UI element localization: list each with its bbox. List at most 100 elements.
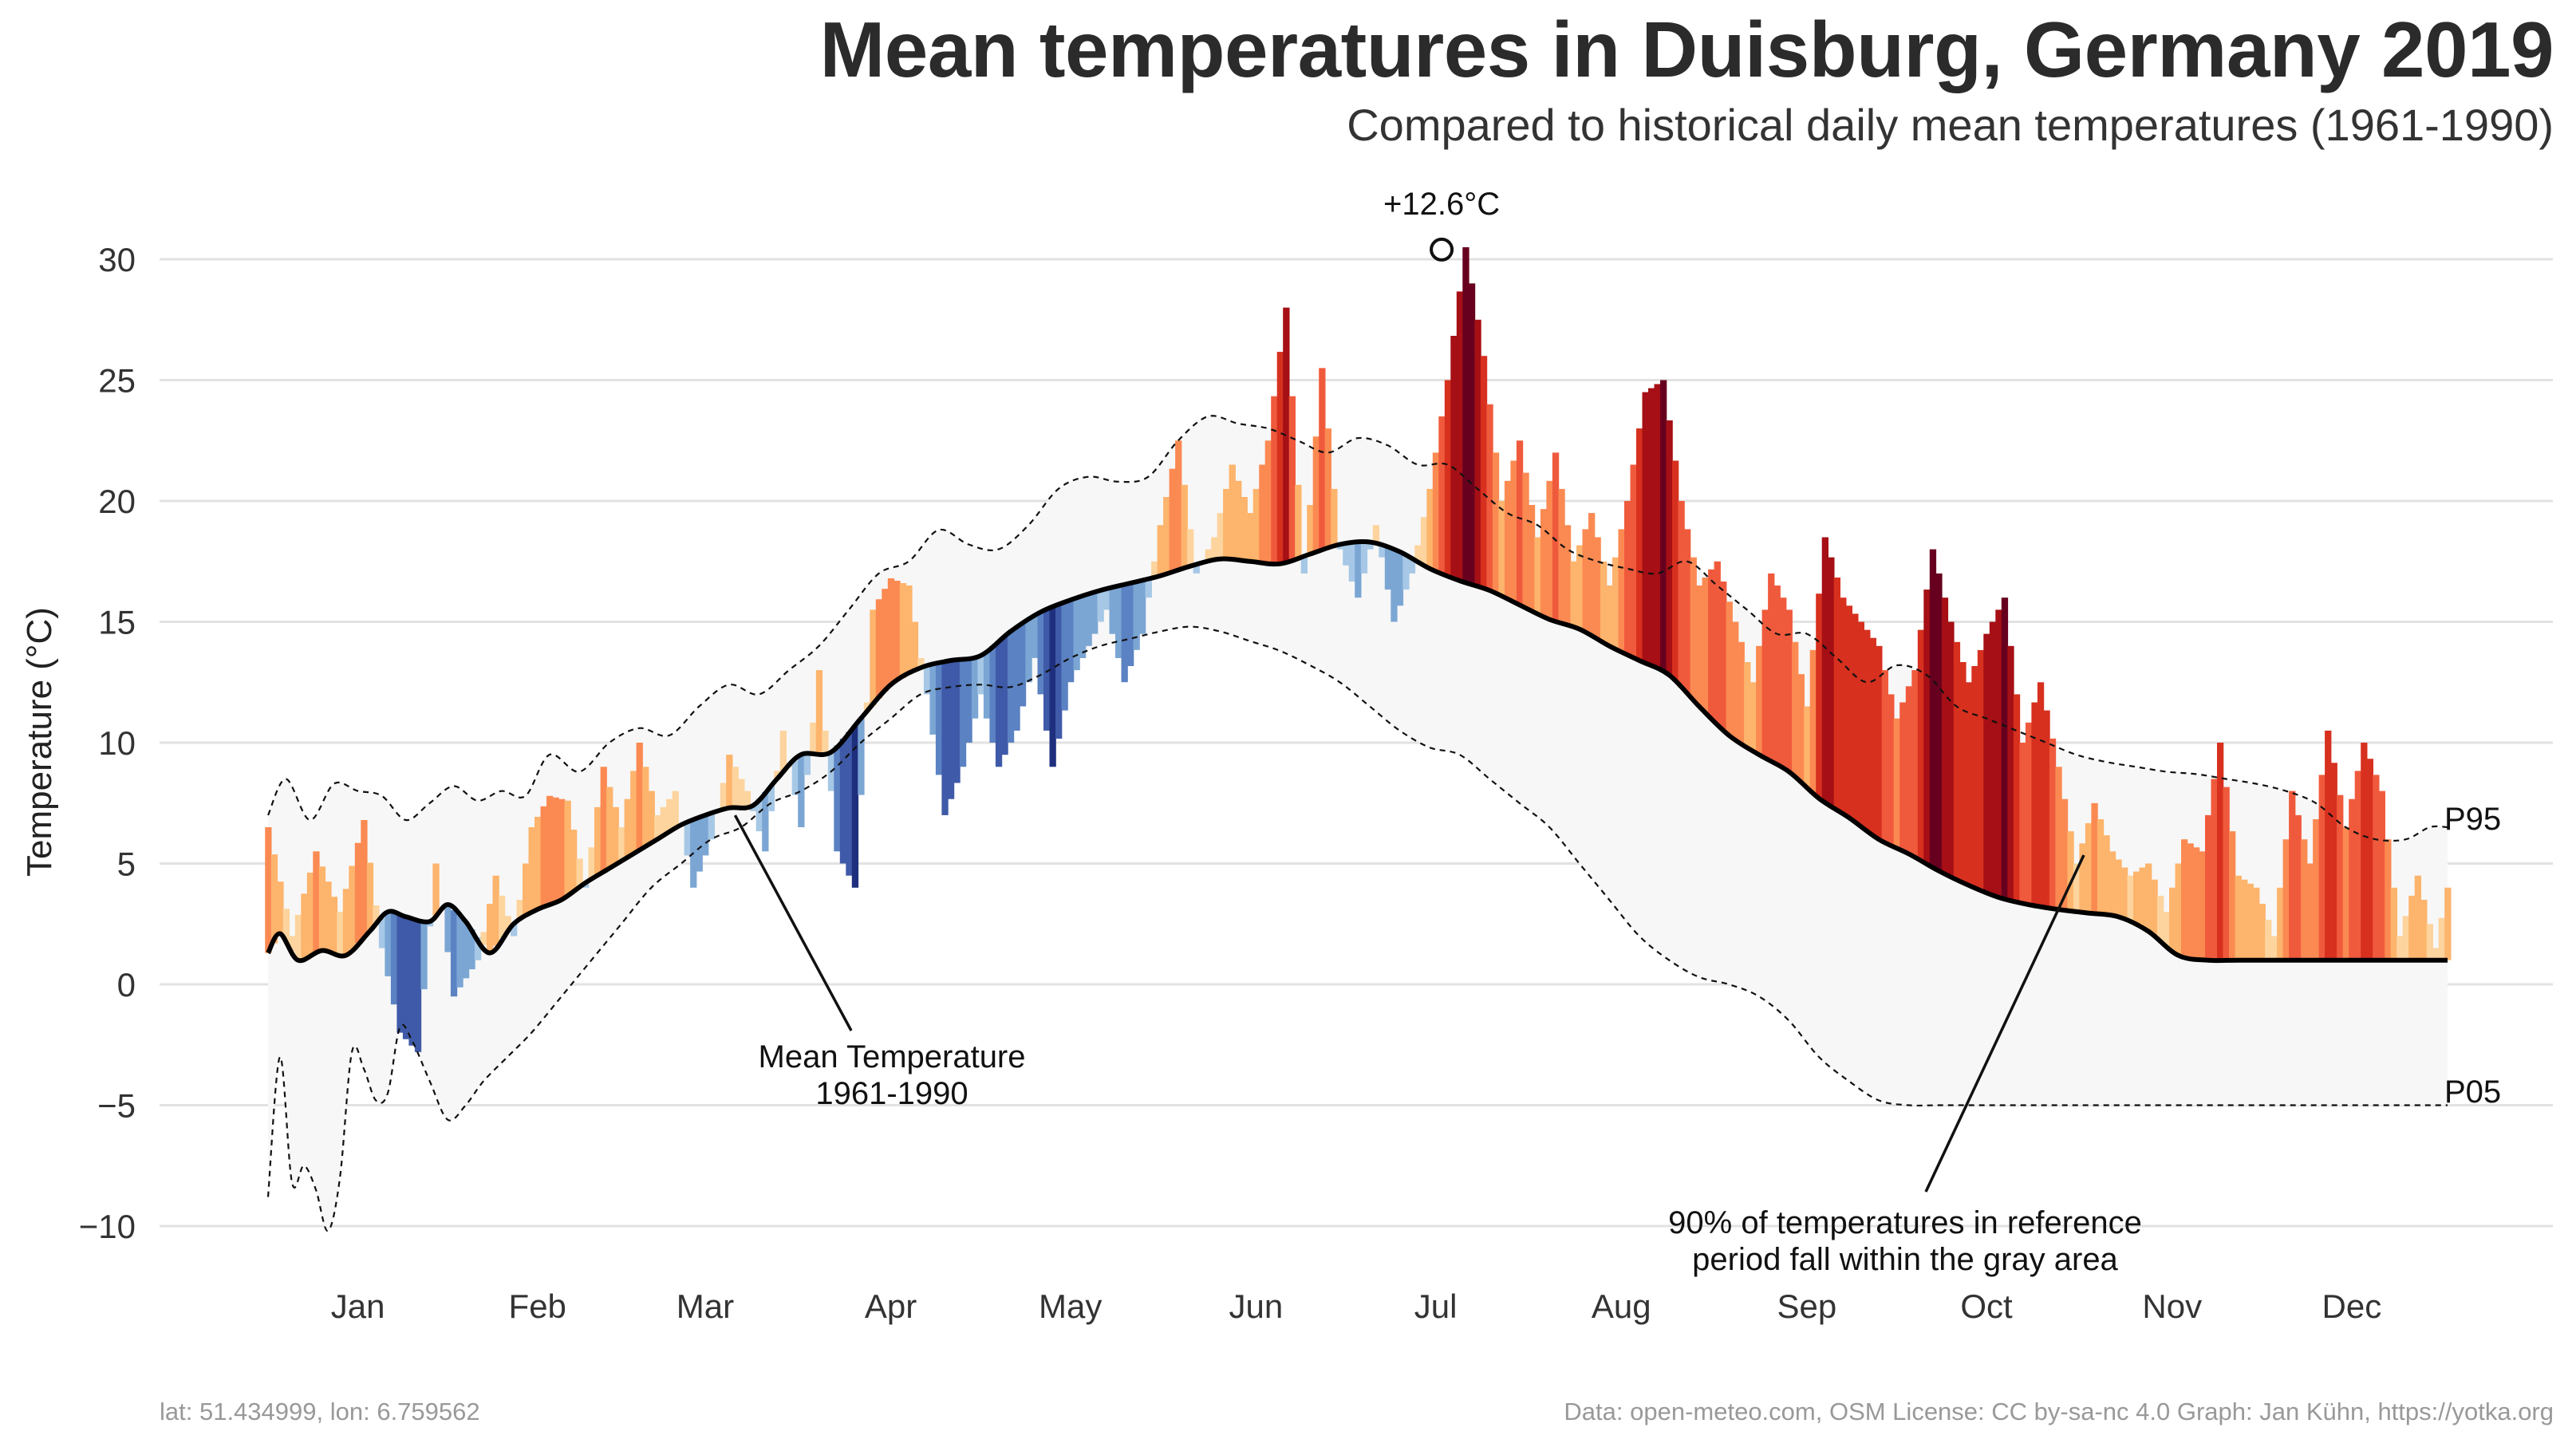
- daily-anomaly-bar: [923, 666, 931, 695]
- x-tick-label: Jul: [1414, 1287, 1458, 1325]
- daily-anomaly-bar: [803, 754, 811, 775]
- daily-anomaly-bar: [875, 599, 883, 699]
- daily-anomaly-bar: [887, 578, 895, 685]
- daily-anomaly-bar: [654, 814, 661, 840]
- daily-anomaly-bar: [2019, 743, 2026, 904]
- y-tick-label: −10: [79, 1208, 136, 1245]
- daily-anomaly-bar: [1288, 396, 1296, 560]
- daily-anomaly-bar: [1079, 596, 1087, 658]
- daily-anomaly-bar: [995, 641, 1003, 767]
- daily-anomaly-bar: [1888, 694, 1895, 846]
- daily-anomaly-bar: [2043, 710, 2050, 908]
- daily-anomaly-bar: [762, 792, 769, 852]
- daily-anomaly-bar: [1157, 525, 1164, 576]
- daily-anomaly-bar: [1115, 586, 1122, 658]
- daily-anomaly-bar: [1642, 392, 1649, 664]
- daily-anomaly-bar: [1540, 509, 1548, 617]
- daily-anomaly-bar: [2037, 682, 2045, 907]
- daily-anomaly-bar: [1893, 718, 1900, 849]
- daily-anomaly-bar: [594, 806, 602, 876]
- mean-label-line1: Mean Temperature: [759, 1039, 1026, 1074]
- daily-anomaly-bar: [1037, 612, 1044, 695]
- daily-anomaly-bar: [277, 881, 284, 934]
- daily-anomaly-bar: [2420, 900, 2428, 960]
- daily-anomaly-bar: [2349, 798, 2356, 960]
- daily-anomaly-bar: [1319, 368, 1326, 550]
- daily-anomaly-bar: [1085, 594, 1092, 646]
- daily-anomaly-bar: [732, 767, 739, 808]
- daily-anomaly-bar: [935, 663, 943, 775]
- daily-anomaly-bar: [779, 730, 787, 773]
- daily-anomaly-bar: [1474, 319, 1481, 587]
- y-axis-ticks: 30 25 20 15 10 5 0 −5 −10: [79, 241, 136, 1245]
- daily-anomaly-bar: [1025, 620, 1032, 683]
- daily-anomaly-bar: [2025, 722, 2033, 905]
- daily-anomaly-bar: [2049, 738, 2057, 909]
- daily-anomaly-bar: [863, 702, 871, 712]
- daily-anomaly-bar: [1175, 440, 1182, 570]
- daily-anomaly-bar: [1624, 501, 1631, 655]
- daily-anomaly-bar: [2366, 759, 2373, 960]
- daily-anomaly-bar: [313, 851, 320, 953]
- daily-anomaly-bar: [2426, 924, 2433, 960]
- daily-anomaly-bar: [2373, 775, 2380, 960]
- daily-anomaly-bar: [1696, 586, 1703, 707]
- y-tick-label: 25: [98, 362, 136, 400]
- daily-anomaly-bar: [1947, 621, 1955, 877]
- daily-anomaly-bar: [1336, 544, 1343, 550]
- daily-anomaly-bar: [361, 820, 368, 937]
- daily-anomaly-bar: [1881, 670, 1888, 842]
- daily-anomaly-bar: [1570, 561, 1577, 628]
- daily-anomaly-bar: [1965, 682, 1973, 885]
- daily-anomaly-bar: [2205, 814, 2212, 960]
- daily-anomaly-bar: [630, 771, 637, 854]
- daily-anomaly-bar: [2175, 863, 2182, 956]
- daily-anomaly-bar: [1588, 513, 1596, 636]
- daily-anomaly-bar: [468, 929, 475, 970]
- daily-anomaly-bar: [1252, 488, 1260, 562]
- daily-anomaly-bar: [1702, 578, 1709, 712]
- daily-anomaly-bar: [1223, 488, 1230, 560]
- daily-anomaly-bar: [511, 924, 518, 936]
- daily-anomaly-bar: [666, 798, 673, 833]
- daily-anomaly-bar: [1372, 525, 1380, 544]
- daily-anomaly-bar: [767, 785, 775, 811]
- daily-anomaly-bar: [2306, 863, 2314, 960]
- daily-anomaly-bar: [373, 905, 380, 925]
- daily-anomaly-bar: [1061, 602, 1068, 711]
- max-anomaly-label: +12.6°C: [1383, 187, 1500, 222]
- daily-anomaly-bar: [2097, 819, 2105, 915]
- daily-anomaly-bar: [636, 743, 643, 850]
- daily-anomaly-bar: [349, 866, 356, 949]
- daily-anomaly-bar: [882, 589, 889, 692]
- daily-anomaly-bar: [270, 854, 278, 944]
- daily-anomaly-bar: [2091, 802, 2098, 914]
- daily-anomaly-bar: [1899, 702, 1907, 851]
- daily-anomaly-bar: [1785, 609, 1793, 772]
- daily-anomaly-bar: [899, 583, 907, 678]
- daily-anomaly-bar: [1133, 582, 1140, 650]
- daily-anomaly-bar: [2247, 883, 2254, 960]
- x-tick-label: Sep: [1777, 1287, 1837, 1325]
- reference-band: [268, 416, 2448, 1232]
- daily-anomaly-bar: [2258, 904, 2266, 960]
- daily-anomaly-bar: [600, 767, 607, 873]
- daily-anomaly-bar: [1331, 488, 1338, 546]
- band-label-leader: [1924, 854, 2085, 1193]
- daily-anomaly-bar: [396, 915, 404, 1033]
- daily-anomaly-bar: [858, 718, 865, 795]
- p05-label: P05: [2444, 1074, 2501, 1110]
- daily-anomaly-bar: [414, 919, 422, 1052]
- x-tick-label: Dec: [2322, 1287, 2382, 1325]
- daily-anomaly-bar: [755, 798, 763, 832]
- daily-anomaly-bar: [528, 827, 535, 913]
- daily-anomaly-bar: [618, 827, 625, 862]
- daily-anomaly-bar: [1276, 352, 1284, 564]
- daily-anomaly-bar: [552, 797, 559, 902]
- daily-anomaly-bar: [851, 725, 859, 888]
- daily-anomaly-bar: [1384, 547, 1392, 590]
- daily-anomaly-bar: [318, 866, 326, 951]
- daily-anomaly-bar: [1852, 613, 1859, 822]
- daily-anomaly-bar: [720, 783, 727, 810]
